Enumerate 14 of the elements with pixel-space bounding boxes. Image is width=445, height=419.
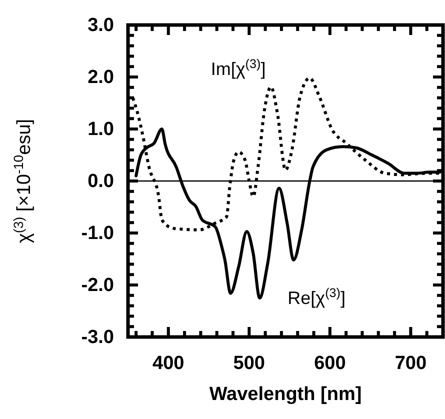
x-axis-title: Wavelength [nm] (209, 384, 362, 405)
y-tick-label: -3.0 (81, 327, 114, 348)
y-tick-label: -2.0 (81, 275, 114, 296)
series-label: Re[χ$^{(3)}$] (288, 286, 346, 308)
y-tick-label: -1.0 (81, 223, 114, 244)
x-tick-label: 700 (394, 353, 427, 374)
x-tick-label: 500 (233, 353, 266, 374)
y-tick-label: 1.0 (88, 119, 114, 140)
x-tick-label: 600 (314, 353, 346, 374)
y-tick-label: 0.0 (88, 171, 114, 192)
y-tick-label: 2.0 (88, 67, 114, 88)
series-label: Im[χ$^{(3)}$] (210, 57, 266, 80)
x-tick-label: 400 (152, 353, 184, 374)
y-tick-label: 3.0 (88, 15, 114, 36)
